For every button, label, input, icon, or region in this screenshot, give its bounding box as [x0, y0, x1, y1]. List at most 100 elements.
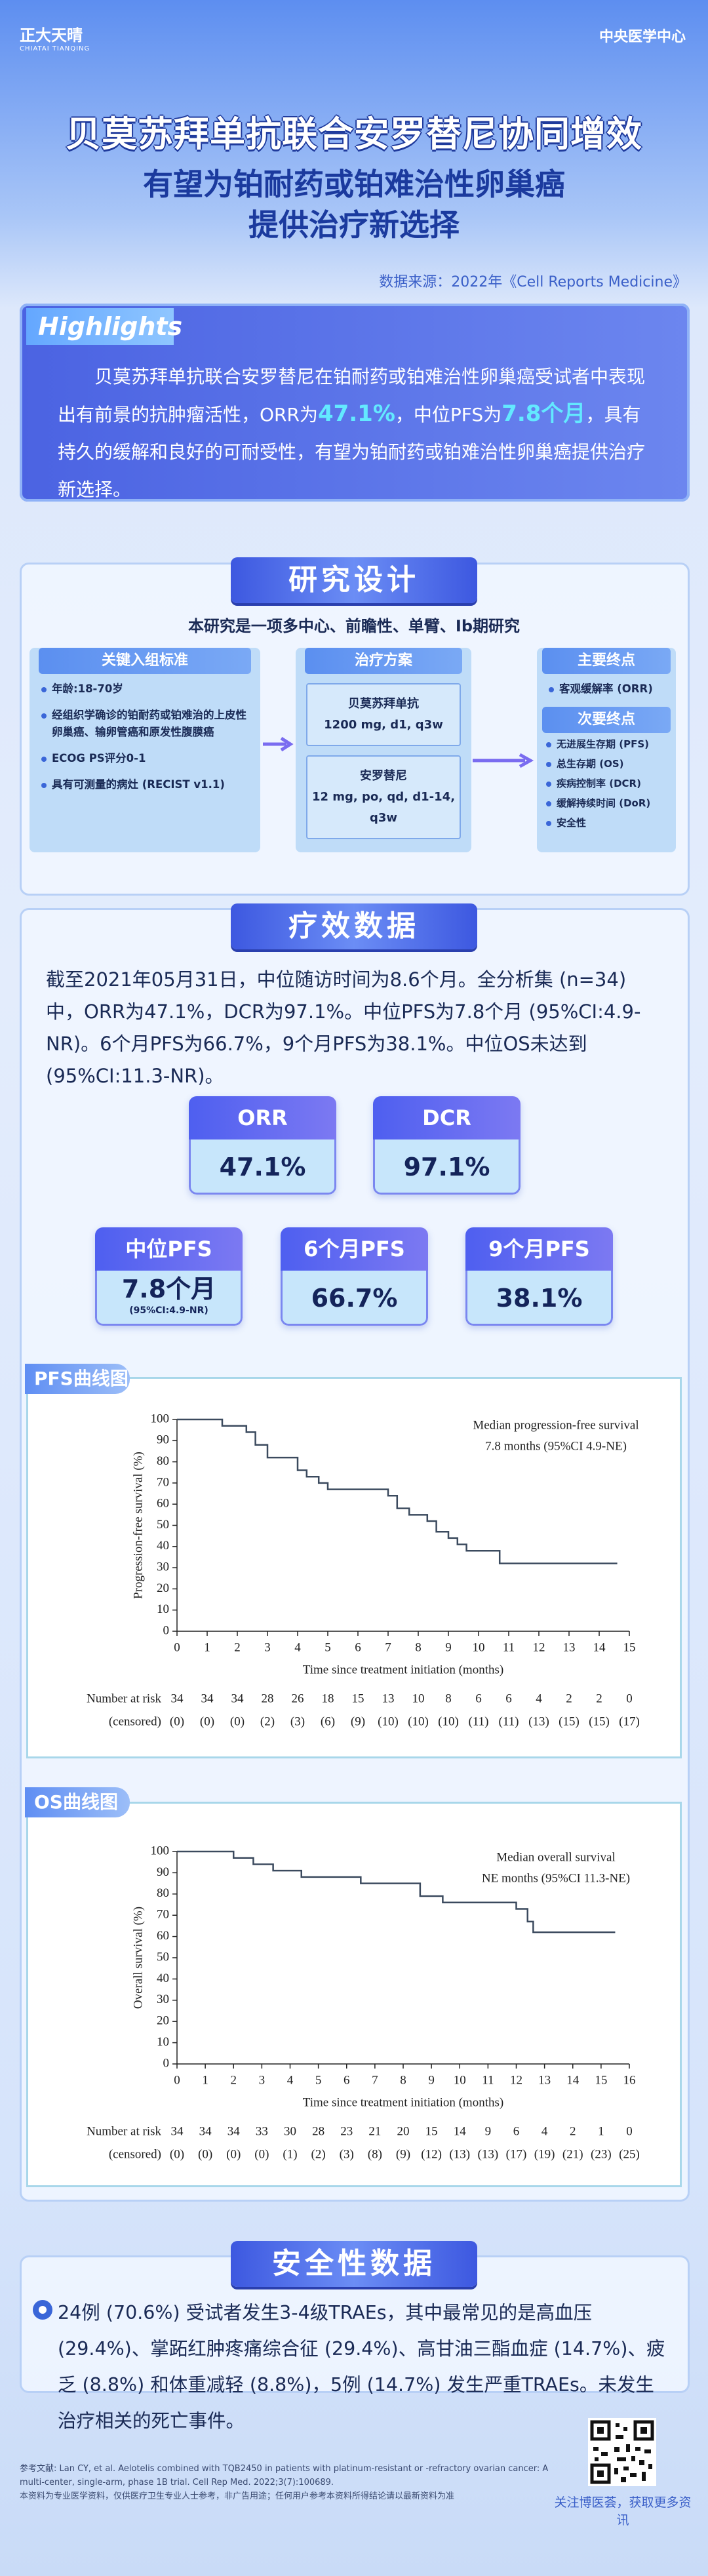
highlights-text: 贝莫苏拜单抗联合安罗替尼在铂耐药或铂难治性卵巢癌受试者中表现出有前景的抗肿瘤活性… — [58, 358, 648, 508]
risk-count: 34 — [231, 1692, 245, 1705]
arrow — [263, 736, 294, 752]
logo-right: 中央医学中心 — [599, 29, 686, 45]
risk-count: 34 — [171, 1692, 184, 1705]
risk-count: 1 — [598, 2124, 604, 2138]
risk-label: Number at risk — [87, 1692, 161, 1705]
km-curve — [177, 1418, 618, 1564]
y-tick-label: 0 — [163, 1623, 170, 1637]
y-axis-title: Progression-free survival (%) — [131, 1452, 145, 1599]
qr-code — [588, 2418, 656, 2486]
annotation: NE months (95%CI 11.3-NE) — [482, 1871, 630, 1885]
risk-count: 21 — [368, 2124, 381, 2138]
stat-value-box: 7.8个月 (95%CI:4.9-NR) — [95, 1271, 243, 1326]
censored-count: (0) — [170, 1714, 184, 1728]
reference: 参考文献: Lan CY, et al. Aelotelis combined … — [20, 2464, 549, 2487]
km-chart: 0102030405060708090100034(0)134(0)234(0)… — [87, 1844, 640, 2161]
y-tick-label: 70 — [157, 1908, 169, 1922]
censored-label: (censored) — [109, 1714, 161, 1728]
x-tick-label: 13 — [563, 1640, 576, 1654]
y-tick-label: 20 — [157, 2014, 169, 2028]
censored-count: (3) — [290, 1714, 305, 1728]
censored-count: (11) — [499, 1714, 519, 1728]
risk-count: 28 — [312, 2124, 324, 2138]
risk-count: 0 — [626, 1692, 633, 1705]
risk-count: 34 — [199, 2124, 212, 2138]
logo-text: 正大天晴 — [20, 26, 83, 45]
censored-count: (17) — [619, 1714, 640, 1728]
x-tick-label: 3 — [259, 2073, 266, 2087]
censored-count: (23) — [591, 2147, 612, 2161]
risk-count: 34 — [171, 2124, 184, 2138]
y-tick-label: 70 — [157, 1475, 169, 1489]
main-title: 贝莫苏拜单抗联合安罗替尼协同增效 — [66, 113, 642, 155]
stat-card: ORR 47.1% — [189, 1096, 336, 1195]
risk-count: 0 — [626, 2124, 633, 2138]
x-tick-label: 10 — [454, 2073, 466, 2087]
stat-value: 7.8个月 — [121, 1275, 216, 1303]
y-tick-label: 0 — [163, 2056, 170, 2070]
x-tick-label: 2 — [234, 1640, 241, 1654]
y-tick-label: 10 — [157, 1602, 169, 1616]
risk-count: 2 — [596, 1692, 602, 1705]
y-tick-label: 90 — [157, 1433, 169, 1447]
inclusion-item: ECOG PS评分0-1 — [39, 750, 251, 767]
censored-count: (17) — [506, 2147, 527, 2161]
x-tick-label: 16 — [623, 2073, 636, 2087]
km-curve — [177, 1850, 616, 1933]
annotation: Median progression-free survival — [473, 1418, 639, 1432]
x-tick-label: 0 — [174, 2073, 180, 2087]
x-tick-label: 14 — [566, 2073, 580, 2087]
x-tick-label: 8 — [415, 1640, 422, 1654]
text: 贝莫苏拜单抗联合安罗替尼在铂耐药或铂难治性卵巢癌受试者中表现出有前景的抗肿瘤活性… — [58, 366, 646, 426]
risk-count: 9 — [485, 2124, 492, 2138]
logo-subtext: CHIATAI TIANQING — [20, 45, 90, 52]
risk-count: 6 — [475, 1692, 482, 1705]
y-tick-label: 30 — [157, 1560, 169, 1574]
stat-label: DCR — [373, 1096, 521, 1139]
arrow — [473, 753, 534, 768]
censored-count: (10) — [438, 1714, 459, 1728]
stat-note: (95%CI:4.9-NR) — [129, 1305, 208, 1316]
emphasis: 7.8个月 — [502, 401, 586, 427]
qr-caption: 关注博医荟，获取更多资讯 — [554, 2495, 692, 2527]
inclusion-item: 具有可测量的病灶 (RECIST v1.1) — [39, 776, 251, 793]
x-tick-label: 8 — [400, 2073, 406, 2087]
section-title: 疗效数据 — [231, 903, 477, 949]
inclusion-item: 经组织学确诊的铂耐药或铂难治的上皮性卵巢癌、输卵管癌和原发性腹膜癌 — [39, 707, 251, 741]
risk-count: 23 — [340, 2124, 353, 2138]
highlights-title: Highlights — [26, 308, 182, 345]
censored-count: (0) — [198, 2147, 212, 2161]
censored-count: (0) — [226, 2147, 241, 2161]
text: ，具有持久的缓解和良好的可耐受性，有望为铂耐药或铂难治性卵巢癌提供治疗新选择。 — [58, 404, 646, 500]
risk-count: 34 — [201, 1692, 214, 1705]
inclusion-box: 关键入组标准 年龄:18-70岁 经组织学确诊的铂耐药或铂难治的上皮性卵巢癌、输卵… — [30, 648, 260, 852]
section-title: 安全性数据 — [231, 2241, 477, 2287]
risk-count: 30 — [284, 2124, 296, 2138]
x-tick-label: 1 — [202, 2073, 208, 2087]
censored-count: (21) — [562, 2147, 583, 2161]
annotation: Median overall survival — [496, 1850, 616, 1864]
drug-dose: 12 mg, po, qd, d1-14, q3w — [311, 790, 456, 825]
endpoint-item: 疾病控制率 (DCR) — [543, 775, 669, 792]
risk-count: 13 — [382, 1692, 395, 1705]
endpoint-item: 客观缓解率 (ORR) — [546, 681, 667, 698]
x-tick-label: 13 — [538, 2073, 551, 2087]
list: 年龄:18-70岁 经组织学确诊的铂耐药或铂难治的上皮性卵巢癌、输卵管癌和原发性腹… — [30, 681, 260, 793]
x-axis-title: Time since treatment initiation (months) — [303, 1663, 503, 1676]
censored-count: (2) — [311, 2147, 326, 2161]
treatment-box: 治疗方案 贝莫苏拜单抗 1200 mg, d1, q3w 安罗替尼 12 mg, p… — [296, 648, 471, 852]
x-tick-label: 12 — [510, 2073, 522, 2087]
y-tick-label: 40 — [157, 1539, 169, 1553]
drug: 贝莫苏拜单抗 1200 mg, d1, q3w — [306, 683, 461, 746]
x-tick-label: 2 — [231, 2073, 237, 2087]
drug: 安罗替尼 12 mg, po, qd, d1-14, q3w — [306, 755, 461, 839]
x-tick-label: 1 — [204, 1640, 210, 1654]
chart-panel — [26, 1802, 682, 2187]
censored-count: (0) — [230, 1714, 245, 1728]
panel-label: OS曲线图 — [25, 1787, 130, 1817]
censored-count: (10) — [408, 1714, 429, 1728]
km-chart: 0102030405060708090100034(0)134(0)234(0)… — [87, 1412, 640, 1728]
y-tick-label: 100 — [151, 1412, 170, 1425]
y-tick-label: 100 — [151, 1844, 170, 1857]
panel-label: PFS曲线图 — [25, 1364, 130, 1394]
